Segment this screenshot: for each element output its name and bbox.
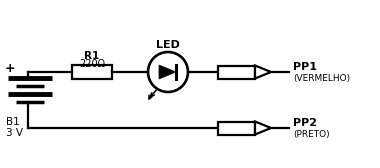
Polygon shape — [255, 121, 271, 135]
Polygon shape — [255, 66, 271, 78]
Polygon shape — [159, 65, 176, 79]
Circle shape — [148, 52, 188, 92]
Text: 3 V: 3 V — [6, 128, 23, 138]
Bar — [218, 121, 255, 135]
Text: B1: B1 — [6, 117, 20, 127]
Text: PP2: PP2 — [293, 118, 317, 128]
Bar — [218, 66, 255, 78]
Text: (PRETO): (PRETO) — [293, 131, 329, 139]
Text: +: + — [5, 61, 15, 74]
Text: (VERMELHO): (VERMELHO) — [293, 74, 350, 83]
Text: R1: R1 — [84, 51, 100, 61]
Text: PP1: PP1 — [293, 62, 317, 72]
Text: LED: LED — [156, 40, 180, 50]
Text: 220Ω: 220Ω — [79, 59, 105, 69]
Bar — [72, 65, 112, 79]
